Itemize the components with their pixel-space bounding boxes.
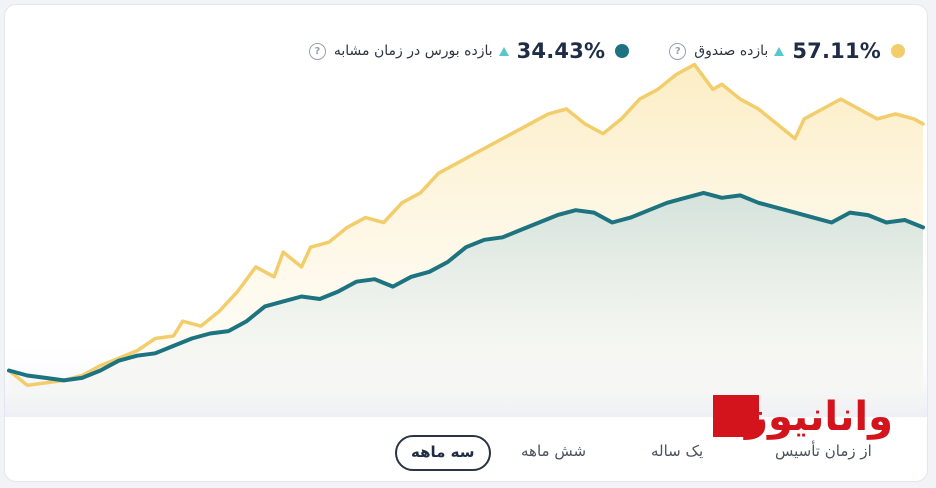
triangle-up-icon: [774, 46, 785, 56]
help-icon[interactable]: ?: [308, 42, 326, 60]
tab-six-months[interactable]: شش ماهه: [521, 442, 587, 460]
fund-performance-card: ? بازده بورس در زمان مشابه 34.43% ? بازد…: [4, 4, 928, 482]
watermark-logo: وانانیوز: [744, 394, 895, 440]
watermark-logo-block: [713, 395, 759, 437]
legend-fund-label: بازده صندوق: [694, 43, 769, 59]
legend-market-label: بازده بورس در زمان مشابه: [333, 43, 493, 59]
tab-three-months[interactable]: سه ماهه: [395, 435, 491, 471]
legend-fund-dot: [891, 44, 905, 58]
legend-market-value: 34.43%: [516, 39, 606, 63]
triangle-up-icon: [498, 46, 509, 56]
market-series-line[interactable]: [7, 190, 925, 383]
returns-area-chart: [5, 62, 927, 417]
market-area: [9, 192, 923, 417]
legend-market: ? بازده بورس در زمان مشابه 34.43%: [308, 39, 630, 63]
help-icon[interactable]: ?: [669, 42, 687, 60]
chart-legend: ? بازده بورس در زمان مشابه 34.43% ? بازد…: [308, 39, 905, 63]
legend-fund-value: 57.11%: [792, 39, 881, 63]
period-tabs: از زمان تأسیس یک ساله شش ماهه سه ماهه: [5, 431, 927, 471]
tab-one-year[interactable]: یک ساله: [651, 442, 704, 460]
legend-market-dot: [615, 44, 630, 58]
fund-series-line[interactable]: [7, 62, 925, 388]
tab-since-inception[interactable]: از زمان تأسیس: [775, 442, 872, 460]
legend-fund: ? بازده صندوق 57.11%: [669, 39, 905, 63]
